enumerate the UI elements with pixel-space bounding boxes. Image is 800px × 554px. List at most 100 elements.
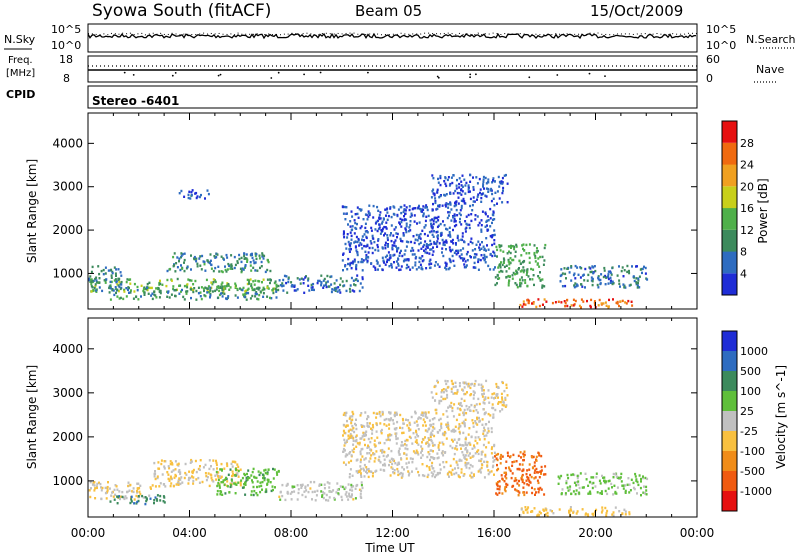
power-cell — [491, 236, 494, 239]
velocity-cell — [219, 476, 222, 480]
power-cell — [397, 264, 400, 267]
power-cell — [383, 218, 385, 221]
velocity-cell — [475, 430, 478, 434]
velocity-cell — [396, 437, 399, 440]
power-cell — [511, 277, 514, 280]
velocity-cell — [516, 482, 519, 485]
velocity-cell — [467, 382, 470, 386]
power-cell — [426, 208, 429, 212]
power-cell — [202, 260, 205, 263]
power-cell — [230, 263, 233, 266]
power-cell — [386, 238, 389, 242]
velocity-cell — [387, 447, 390, 450]
velocity-cell — [397, 470, 400, 473]
velocity-cell — [623, 508, 626, 511]
power-cell — [623, 286, 626, 289]
velocity-cell — [381, 451, 383, 454]
velocity-cell — [595, 476, 598, 479]
power-cell — [221, 285, 224, 288]
velocity-cell — [453, 403, 456, 406]
velocity-cell — [501, 398, 504, 401]
velocity-cell — [521, 463, 524, 466]
power-cell — [329, 275, 332, 279]
velocity-cell — [468, 467, 471, 470]
velocity-cell — [459, 432, 461, 435]
power-cell — [565, 277, 567, 280]
power-cell — [483, 187, 485, 190]
velocity-cell — [644, 492, 647, 495]
power-cell — [463, 263, 466, 266]
power-cell — [500, 244, 503, 247]
power-cell — [496, 190, 499, 193]
power-cell — [423, 226, 426, 229]
power-cell — [436, 225, 439, 229]
velocity-cell — [417, 428, 420, 431]
power-cell — [570, 266, 573, 269]
power-cell — [445, 193, 448, 196]
velocity-cell — [464, 443, 467, 446]
velocity-cell — [491, 392, 494, 396]
power-cell — [371, 234, 374, 238]
velocity-cell — [475, 403, 478, 406]
power-cell — [395, 266, 398, 269]
velocity-cell — [339, 485, 342, 488]
power-cell — [441, 247, 444, 250]
power-cell — [470, 219, 473, 223]
velocity-cell — [438, 448, 441, 451]
power-cell — [205, 278, 208, 282]
power-cell — [341, 280, 344, 283]
velocity-ytick-label: 4000 — [52, 342, 83, 356]
power-cell — [133, 290, 136, 293]
power-cell — [195, 289, 198, 293]
velocity-cell — [402, 431, 405, 434]
velocity-cell — [604, 506, 607, 510]
velocity-cell — [595, 472, 598, 475]
velocity-cell — [454, 425, 457, 428]
power-cell — [175, 288, 178, 292]
power-cell — [464, 230, 467, 233]
power-cell — [251, 253, 253, 256]
power-cell — [487, 264, 490, 268]
velocity-cell — [405, 462, 408, 465]
power-cell — [577, 273, 580, 276]
velocity-cell — [421, 447, 424, 451]
power-cell — [342, 269, 344, 272]
velocity-cell — [244, 481, 246, 485]
velocity-cell — [473, 446, 476, 449]
power-cell — [218, 270, 221, 273]
power-cell — [90, 280, 93, 284]
velocity-cell — [132, 487, 135, 490]
power-cell — [515, 271, 518, 274]
power-cell — [204, 286, 207, 289]
velocity-cell — [176, 481, 179, 485]
power-cell — [275, 290, 278, 293]
velocity-cell — [179, 471, 182, 474]
power-cell — [181, 288, 183, 292]
velocity-cell — [243, 486, 245, 489]
power-cell — [633, 279, 636, 283]
velocity-cell — [237, 481, 240, 484]
velocity-cell — [278, 495, 281, 498]
power-cell — [443, 180, 446, 183]
power-cell — [159, 279, 161, 282]
power-cell — [376, 245, 379, 249]
velocity-cell — [141, 494, 144, 498]
power-cell — [528, 299, 531, 302]
power-cell — [362, 239, 365, 242]
velocity-cell — [337, 488, 340, 491]
velocity-cell — [468, 427, 471, 430]
power-cell — [424, 248, 427, 251]
velocity-cell — [567, 476, 570, 480]
velocity-cell — [450, 387, 453, 391]
velocity-cell — [351, 415, 354, 418]
power-cell — [220, 270, 223, 273]
power-cell — [426, 206, 428, 209]
power-cell — [262, 295, 265, 298]
velocity-cell — [507, 466, 510, 469]
velocity-cell — [537, 481, 540, 485]
velocity-cell — [487, 389, 490, 392]
power-cell — [209, 296, 211, 299]
cpid-label: CPID — [6, 88, 35, 101]
power-cell — [247, 291, 250, 295]
power-cell — [269, 281, 271, 285]
